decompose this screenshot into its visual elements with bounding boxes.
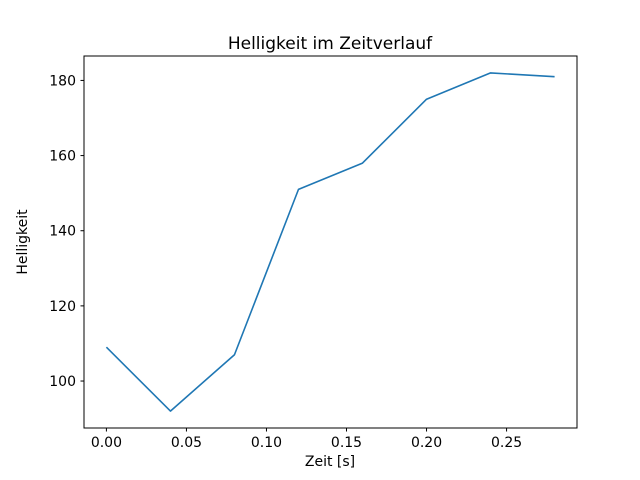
chart-title: Helligkeit im Zeitverlauf — [228, 34, 433, 54]
x-tick-label: 0.15 — [331, 435, 362, 451]
axis-ticks: 0.00 0.05 0.10 0.15 0.20 0.25 100 120 140 160 180 — [49, 73, 522, 451]
x-tick-label: 0.10 — [251, 435, 282, 451]
y-axis-label: Helligkeit — [15, 209, 31, 275]
plot-border — [83, 55, 578, 429]
x-tick-label: 0.20 — [411, 435, 442, 451]
y-tick-label: 180 — [49, 73, 76, 89]
x-tick-label: 0.00 — [91, 435, 122, 451]
x-tick-label: 0.05 — [171, 435, 202, 451]
y-tick-label: 160 — [49, 149, 76, 165]
x-axis-label: Zeit [s] — [305, 454, 355, 470]
y-tick-label: 100 — [49, 374, 76, 390]
data-line — [105, 72, 555, 412]
plot-background — [84, 56, 577, 428]
y-tick-label: 120 — [49, 299, 76, 315]
x-tick-label: 0.25 — [491, 435, 522, 451]
y-tick-label: 140 — [49, 224, 76, 240]
